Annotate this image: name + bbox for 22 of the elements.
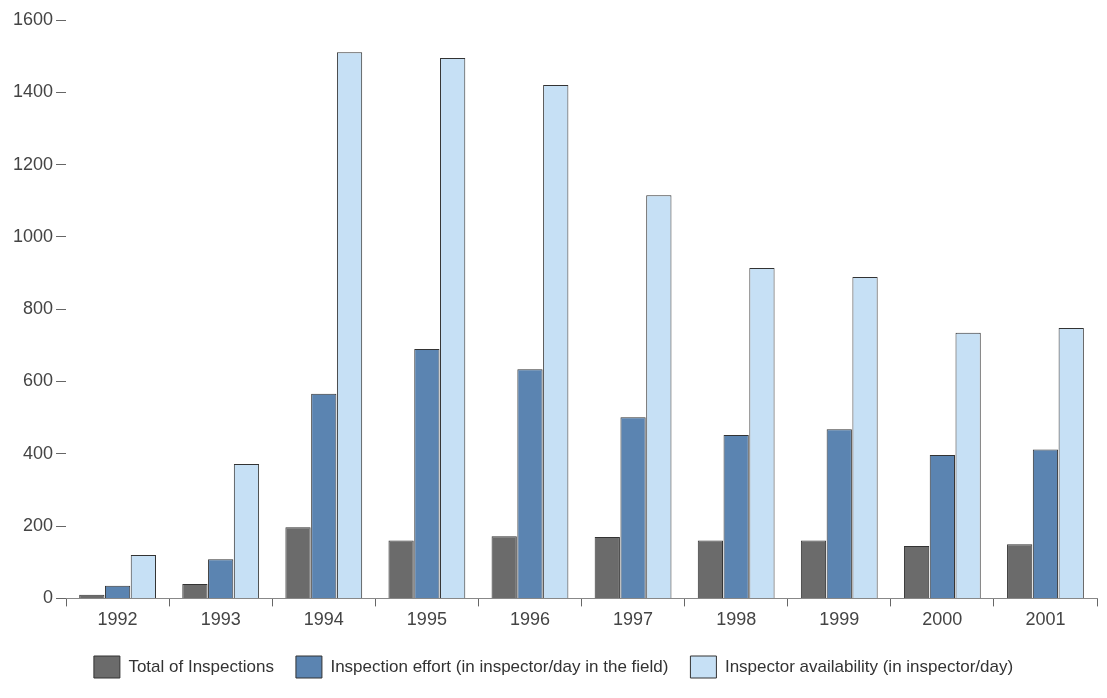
x-tick-label: 1996 — [509, 609, 550, 630]
y-tick-label: 800 — [23, 298, 54, 319]
x-tick-label: 1997 — [613, 609, 654, 630]
y-tick-label: 400 — [23, 442, 54, 463]
x-tick-label: 1994 — [303, 609, 344, 630]
legend-label: Total of Inspections — [128, 656, 274, 676]
x-tick-label: 1995 — [406, 609, 447, 630]
legend-label: Inspector availability (in inspector/day) — [724, 656, 1014, 676]
y-tick-label: 1200 — [13, 153, 54, 174]
y-tick-label: 200 — [23, 515, 54, 536]
x-tick-label: 2001 — [1025, 609, 1066, 630]
x-tick-label: 2000 — [922, 609, 963, 630]
y-tick-label: 1600 — [13, 8, 54, 29]
y-tick-label: 1400 — [13, 81, 54, 102]
legend-label: Inspection effort (in inspector/day in the field) — [330, 656, 669, 676]
y-tick-label: 1000 — [13, 225, 54, 246]
y-tick-label: 600 — [23, 370, 54, 391]
y-tick-label: 0 — [43, 587, 54, 608]
x-tick-label: 1999 — [819, 609, 860, 630]
x-tick-label: 1992 — [97, 609, 138, 630]
x-tick-label: 1998 — [716, 609, 757, 630]
x-tick-label: 1993 — [200, 609, 241, 630]
